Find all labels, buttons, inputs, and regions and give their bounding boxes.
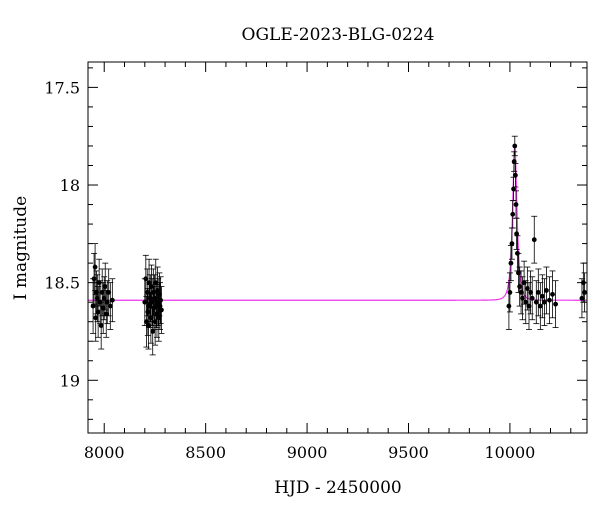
point-marker [537, 303, 543, 309]
plot-frame [87, 61, 588, 434]
x-tick-label: 9000 [287, 443, 328, 462]
x-tick-label: 9500 [388, 443, 429, 462]
point-marker [544, 288, 549, 293]
y-tick-label: 19 [60, 371, 80, 390]
point-marker [508, 260, 514, 266]
y-tick-label: 17.5 [44, 78, 80, 97]
point-marker [535, 290, 541, 295]
point-marker [159, 307, 164, 313]
point-marker [531, 237, 537, 243]
x-tick-label: 10000 [484, 443, 535, 462]
point-marker [107, 303, 113, 309]
point-marker [106, 290, 112, 295]
data-point [508, 227, 515, 260]
point-marker [512, 172, 518, 178]
point-marker [109, 297, 115, 303]
point-marker [523, 299, 529, 305]
point-marker [144, 290, 150, 295]
data-point [549, 270, 556, 319]
data-point [105, 268, 112, 317]
point-marker [553, 301, 558, 307]
point-marker [509, 241, 515, 246]
point-marker [102, 284, 108, 289]
data-point [512, 163, 519, 188]
point-marker [528, 290, 534, 295]
point-marker [521, 280, 527, 286]
y-tick-label: 18.5 [44, 274, 80, 293]
x-axis-label: HJD - 2450000 [274, 478, 402, 498]
data-point [546, 276, 553, 325]
point-marker [510, 211, 516, 217]
point-marker [150, 329, 156, 334]
data-point [90, 278, 97, 334]
data-point [521, 260, 528, 305]
point-marker [158, 297, 164, 303]
y-tick-label: 18 [60, 176, 80, 195]
point-marker [95, 309, 101, 315]
point-marker [155, 288, 160, 293]
point-marker [513, 202, 519, 207]
point-marker [93, 315, 99, 321]
point-marker [529, 295, 535, 301]
data-point [158, 286, 165, 334]
data-point [109, 278, 116, 323]
data-point [513, 217, 520, 250]
x-tick-label: 8000 [84, 443, 125, 462]
point-marker [153, 280, 159, 286]
point-marker [91, 276, 97, 282]
point-marker [511, 186, 516, 192]
model-curve [88, 145, 587, 301]
chart-title: OGLE-2023-BLG-0224 [242, 25, 435, 45]
data-point [531, 215, 538, 264]
data-point [511, 151, 518, 172]
point-marker [547, 297, 552, 303]
data-point [543, 266, 550, 315]
data-point [518, 270, 525, 315]
x-tick-label: 8500 [185, 443, 226, 462]
point-marker [550, 291, 555, 297]
point-marker [98, 323, 104, 329]
point-marker [511, 159, 517, 164]
point-marker [90, 303, 96, 309]
data-point [513, 190, 520, 219]
point-marker [542, 299, 547, 305]
data-point [539, 274, 546, 319]
point-marker [145, 309, 151, 315]
data-point [533, 280, 540, 325]
point-marker [514, 231, 520, 237]
data-point [529, 276, 536, 321]
point-marker [533, 299, 539, 305]
point-marker [582, 290, 587, 295]
point-marker [526, 303, 532, 309]
axis-ticks: 8000 8500 9000 9500 10000 17.5 18 18.5 19 [44, 62, 587, 462]
point-marker [520, 295, 525, 301]
data-point [506, 272, 513, 313]
y-axis-label: I magnitude [11, 196, 31, 300]
data-point [507, 245, 514, 282]
point-marker [92, 264, 98, 270]
data-point [95, 286, 102, 338]
data-point [511, 135, 518, 157]
point-marker [512, 143, 518, 149]
plot-area [88, 135, 588, 356]
point-marker [524, 286, 530, 291]
point-marker [506, 303, 512, 309]
point-marker [539, 293, 545, 299]
data-point [552, 280, 559, 328]
data-point [144, 268, 151, 317]
point-marker [507, 290, 513, 295]
